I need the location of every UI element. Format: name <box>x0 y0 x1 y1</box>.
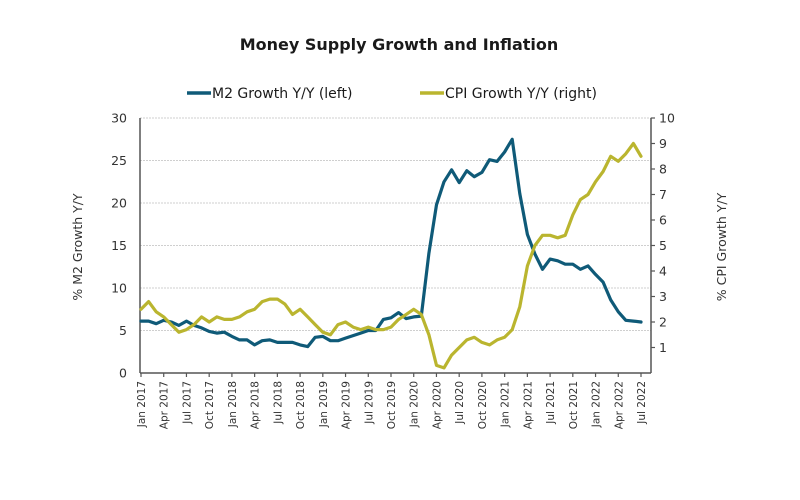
x-tick-label: Jan 2020 <box>409 381 421 428</box>
x-tick-label: Jul 2021 <box>545 381 557 425</box>
x-tick-label: Apr 2022 <box>613 381 625 429</box>
y-left-tick-label: 10 <box>111 281 127 296</box>
x-tick-label: Jul 2017 <box>181 381 193 425</box>
x-tick-label: Apr 2020 <box>431 381 443 429</box>
x-tick-label: Apr 2019 <box>341 381 353 429</box>
y-right-tick-label: 9 <box>659 136 667 151</box>
y-left-tick-label: 30 <box>111 111 127 126</box>
x-tick-label: Jan 2017 <box>136 381 148 428</box>
x-tick-label: Apr 2018 <box>250 381 262 429</box>
series-line-cpi <box>139 141 643 370</box>
y-left-tick-label: 15 <box>111 238 127 253</box>
x-tick-label: Oct 2017 <box>204 381 216 429</box>
x-tick-label: Oct 2020 <box>477 381 489 429</box>
y-right-tick-label: 2 <box>659 315 667 330</box>
x-tick-label: Oct 2018 <box>295 381 307 429</box>
x-tick-label: Jul 2020 <box>454 381 466 425</box>
x-tick-label: Jan 2018 <box>227 381 239 428</box>
x-tick-label: Jul 2019 <box>363 381 375 425</box>
y-right-tick-label: 1 <box>659 340 667 355</box>
series-line-m2 <box>139 137 643 349</box>
legend-label-m2: M2 Growth Y/Y (left) <box>212 86 352 102</box>
x-tick-label: Oct 2019 <box>386 381 398 429</box>
gridlines <box>140 117 651 331</box>
legend-label-cpi: CPI Growth Y/Y (right) <box>445 86 597 102</box>
x-tick-label: Jul 2018 <box>272 381 284 425</box>
legend-item-cpi: CPI Growth Y/Y (right) <box>420 86 597 102</box>
x-tick-label: Jan 2022 <box>591 381 603 428</box>
y-right-tick-label: 7 <box>659 187 667 202</box>
x-tick-label: Jan 2021 <box>500 381 512 428</box>
x-tick-label: Oct 2021 <box>568 381 580 429</box>
y-axis-left-label: % M2 Growth Y/Y <box>70 193 85 301</box>
y-left-tick-label: 20 <box>111 196 127 211</box>
y-right-tick-label: 10 <box>659 111 675 126</box>
x-tick-label: Jul 2022 <box>636 381 648 425</box>
legend-item-m2: M2 Growth Y/Y (left) <box>187 86 352 102</box>
legend: M2 Growth Y/Y (left) CPI Growth Y/Y (rig… <box>187 86 597 102</box>
y-right-tick-label: 3 <box>659 289 667 304</box>
y-right-tick-label: 5 <box>659 238 667 253</box>
y-right-tick-label: 8 <box>659 162 667 177</box>
chart-title: Money Supply Growth and Inflation <box>240 35 559 54</box>
y-left-tick-label: 5 <box>119 323 127 338</box>
y-right-tick-label: 6 <box>659 213 667 228</box>
y-axis-right-label: % CPI Growth Y/Y <box>714 192 729 301</box>
x-tick-label: Apr 2021 <box>522 381 534 429</box>
y-left-tick-label: 0 <box>119 366 127 381</box>
x-tick-label: Apr 2017 <box>159 381 171 429</box>
axes <box>139 117 655 377</box>
x-tick-label: Jan 2019 <box>318 381 330 428</box>
series-layer <box>139 137 643 370</box>
y-left-tick-label: 25 <box>111 153 127 168</box>
tick-labels: 0 5 10 15 20 25 30 1 2 3 4 5 6 7 8 9 10 Jan 2017 Apr 2017 J… <box>111 111 675 430</box>
y-right-tick-label: 4 <box>659 264 667 279</box>
